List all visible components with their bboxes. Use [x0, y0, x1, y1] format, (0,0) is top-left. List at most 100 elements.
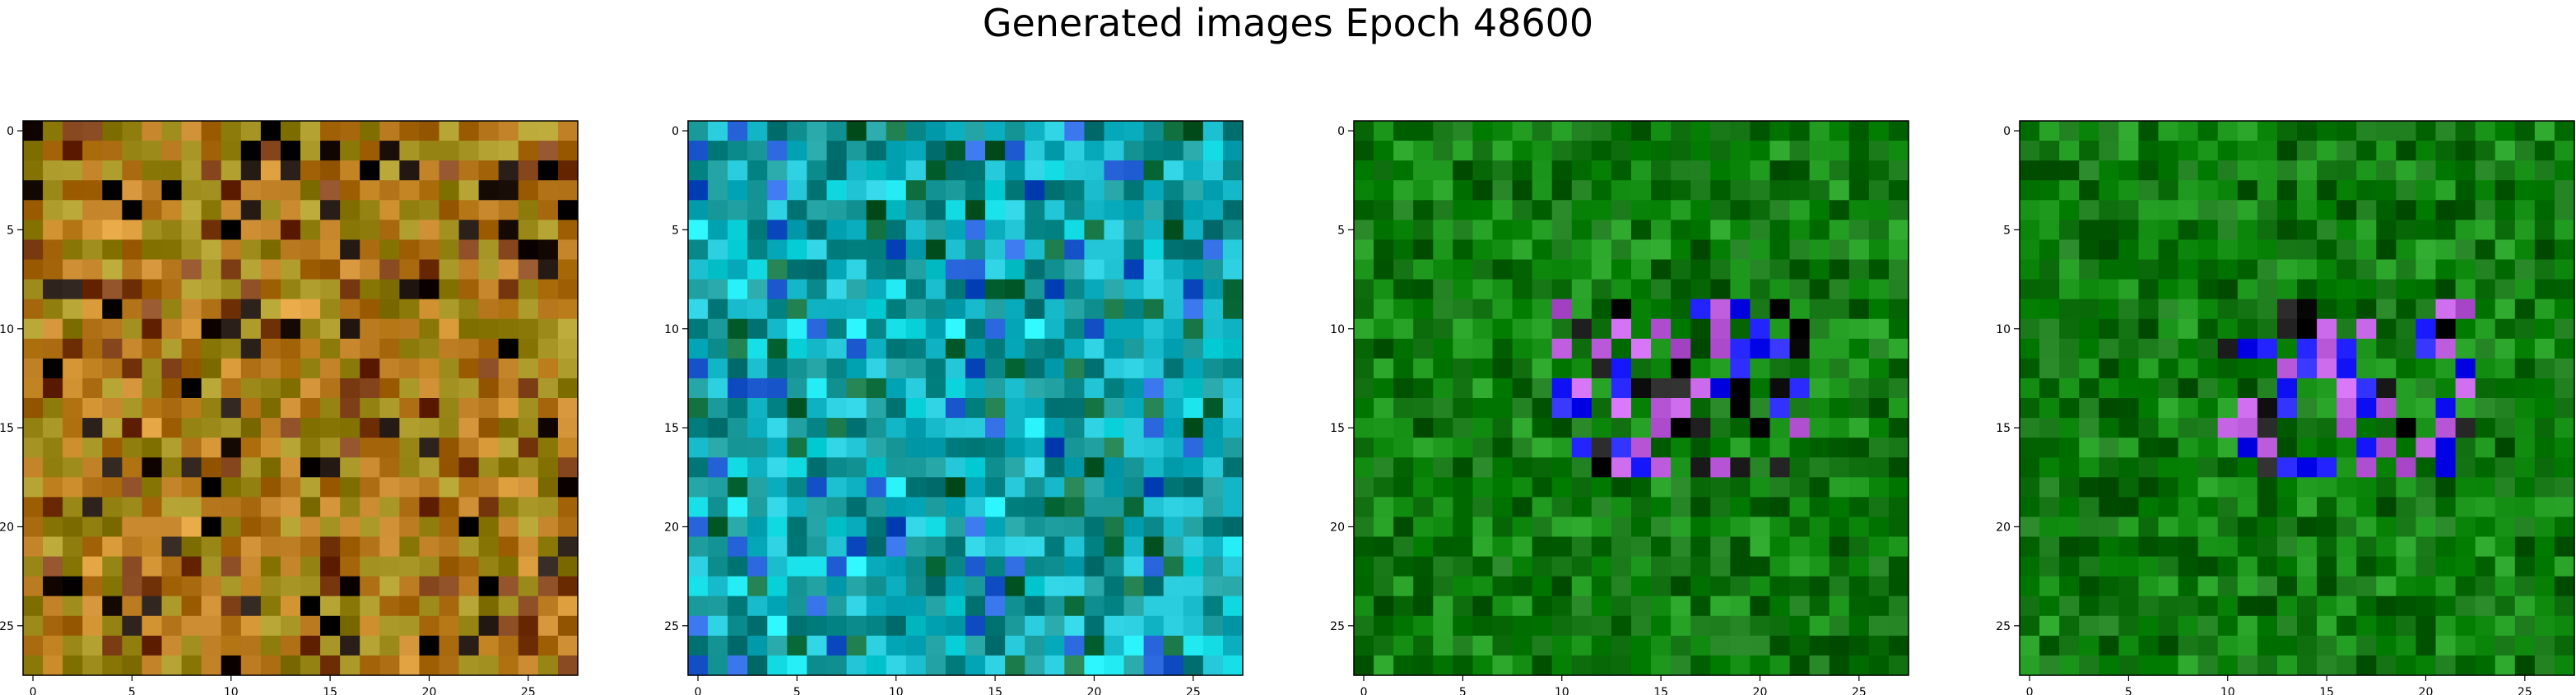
image-pixel: [439, 259, 460, 280]
image-pixel: [1611, 635, 1632, 656]
image-pixel: [1183, 595, 1204, 617]
image-pixel: [2416, 200, 2437, 220]
image-pixel: [2376, 477, 2397, 498]
image-pixel: [2514, 338, 2536, 359]
image-pixel: [1651, 259, 1672, 280]
image-pixel: [1064, 259, 1086, 280]
image-pixel: [2217, 595, 2239, 617]
image-pixel: [82, 477, 103, 498]
image-pixel: [2138, 239, 2160, 261]
image-pixel: [1551, 279, 1573, 300]
image-pixel: [2337, 398, 2357, 419]
image-pixel: [439, 200, 460, 220]
image-pixel: [2118, 418, 2140, 438]
image-pixel: [201, 595, 222, 617]
image-pixel: [1571, 279, 1593, 300]
image-pixel: [1143, 595, 1165, 617]
image-pixel: [2158, 398, 2179, 419]
image-pixel: [688, 318, 709, 340]
image-pixel: [2138, 497, 2160, 518]
image-pixel: [379, 259, 400, 280]
image-pixel: [1888, 595, 1909, 617]
image-pixel: [2455, 595, 2476, 617]
x-tick-label: 20: [2419, 686, 2434, 695]
image-pixel: [2475, 438, 2496, 458]
image-pixel: [340, 615, 360, 637]
image-pixel: [807, 378, 828, 399]
image-pixel: [2376, 438, 2397, 458]
image-pixel: [2297, 239, 2318, 261]
image-pixel: [1532, 438, 1553, 458]
image-pixel: [1104, 635, 1125, 656]
y-tick-label: 20: [0, 521, 14, 534]
image-pixel: [1183, 318, 1204, 340]
image-pixel: [102, 220, 123, 241]
image-pixel: [63, 338, 83, 359]
image-pixel: [1354, 121, 1374, 141]
image-pixel: [161, 318, 183, 340]
image-pixel: [1104, 220, 1125, 241]
image-pixel: [1611, 398, 1632, 419]
image-pixel: [1143, 536, 1165, 558]
image-pixel: [1222, 358, 1244, 379]
image-pixel: [1143, 635, 1165, 656]
image-pixel: [708, 200, 728, 220]
image-pixel: [1374, 338, 1394, 359]
image-pixel: [1143, 141, 1165, 161]
image-pixel: [1413, 180, 1434, 201]
image-pixel: [1671, 517, 1691, 538]
image-pixel: [2554, 279, 2575, 300]
image-pixel: [82, 576, 103, 597]
image-pixel: [439, 121, 460, 141]
x-tick-label: 25: [1186, 686, 1201, 695]
image-pixel: [1809, 358, 1830, 379]
image-pixel: [498, 121, 519, 141]
image-pixel: [2257, 497, 2278, 518]
image-pixel: [537, 299, 559, 320]
image-pixel: [458, 517, 480, 538]
image-pixel: [846, 457, 867, 478]
image-pixel: [2059, 279, 2080, 300]
image-pixel: [1671, 200, 1691, 220]
image-pixel: [280, 279, 301, 300]
image-pixel: [240, 497, 262, 518]
image-pixel: [826, 576, 848, 597]
image-pixel: [518, 635, 539, 656]
image-pixel: [1472, 299, 1494, 320]
image-pixel: [478, 556, 500, 577]
image-pixel: [1005, 457, 1025, 478]
image-pixel: [43, 398, 63, 419]
image-pixel: [63, 556, 83, 577]
image-pixel: [2317, 497, 2337, 518]
image-pixel: [379, 239, 400, 261]
image-pixel: [1104, 358, 1125, 379]
image-pixel: [23, 655, 44, 676]
image-pixel: [518, 595, 539, 617]
image-pixel: [2495, 457, 2516, 478]
image-pixel: [945, 121, 966, 141]
image-pixel: [260, 318, 281, 340]
image-pixel: [2020, 655, 2040, 676]
image-pixel: [360, 259, 380, 280]
image-pixel: [767, 121, 788, 141]
image-pixel: [1104, 556, 1125, 577]
image-pixel: [905, 160, 927, 181]
image-pixel: [399, 536, 421, 558]
image-pixel: [2079, 200, 2099, 220]
image-pixel: [43, 279, 63, 300]
image-pixel: [945, 418, 966, 438]
image-pixel: [1044, 418, 1065, 438]
image-pixel: [557, 615, 579, 637]
image-pixel: [498, 556, 519, 577]
image-pixel: [1472, 279, 1494, 300]
image-pixel: [379, 517, 400, 538]
image-pixel: [122, 655, 143, 676]
image-pixel: [23, 536, 44, 558]
image-pixel: [300, 497, 321, 518]
image-pixel: [478, 497, 500, 518]
image-pixel: [260, 635, 281, 656]
image-pixel: [2514, 318, 2536, 340]
image-pixel: [2217, 556, 2239, 577]
image-pixel: [905, 398, 927, 419]
image-pixel: [260, 141, 281, 161]
